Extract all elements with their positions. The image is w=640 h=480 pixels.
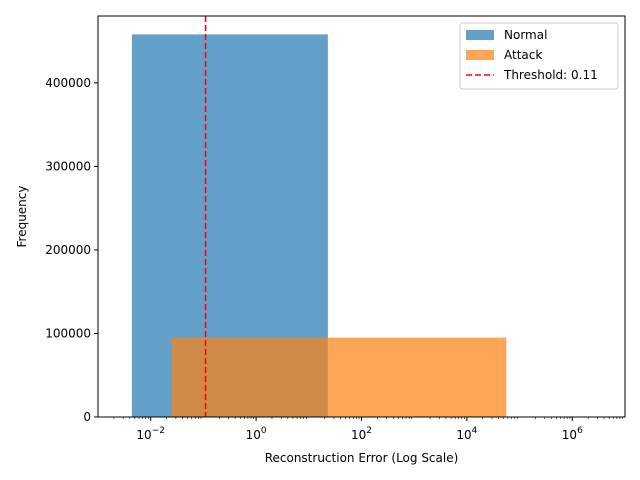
legend: Normal Attack Threshold: 0.11 [459,22,619,90]
x-tick-label-0: 10−2 [136,426,165,442]
legend-label-0: Normal [504,28,547,42]
y-tick-label-1: 100000 [45,326,91,340]
x-tick-label-4: 106 [562,426,583,442]
y-axis: 0 100000 200000 300000 400000 [45,76,98,424]
legend-box [459,22,619,90]
legend-label-1: Attack [504,48,542,62]
x-tick-label-3: 104 [456,426,477,442]
y-tick-label-2: 200000 [45,243,91,257]
x-tick-label-2: 102 [351,426,372,442]
histogram-bars [131,34,507,418]
bar-attack-0 [171,337,328,417]
legend-swatch-normal [466,30,494,40]
y-tick-label-4: 400000 [45,76,91,90]
legend-swatch-attack [466,50,494,60]
x-axis-label: Reconstruction Error (Log Scale) [265,451,459,465]
legend-label-2: Threshold: 0.11 [503,68,598,82]
y-tick-label-0: 0 [83,410,91,424]
x-tick-label-1: 100 [246,426,267,442]
bar-attack-1 [327,337,507,417]
y-axis-label: Frequency [15,186,29,248]
x-axis: 10−2 100 102 104 106 [113,417,623,442]
y-tick-label-3: 300000 [45,159,91,173]
